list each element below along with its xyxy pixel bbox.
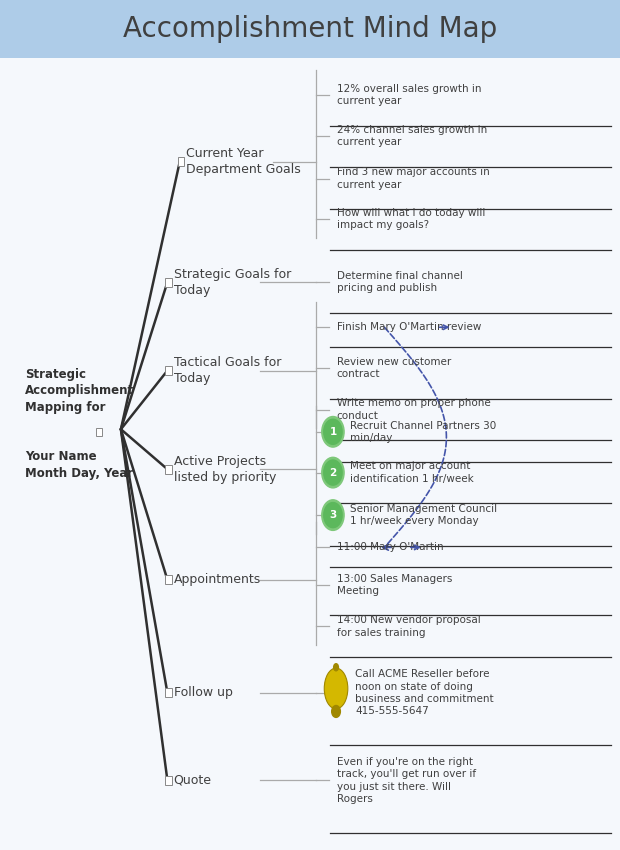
FancyBboxPatch shape <box>0 0 620 58</box>
FancyBboxPatch shape <box>165 775 172 785</box>
FancyBboxPatch shape <box>165 464 172 474</box>
Text: Determine final channel
pricing and publish: Determine final channel pricing and publ… <box>337 271 463 293</box>
FancyBboxPatch shape <box>96 428 102 436</box>
Text: 12% overall sales growth in
current year: 12% overall sales growth in current year <box>337 84 481 106</box>
Text: 3: 3 <box>329 510 337 520</box>
Text: Call ACME Reseller before
noon on state of doing
business and commitment
415-555: Call ACME Reseller before noon on state … <box>355 669 494 717</box>
Ellipse shape <box>324 668 348 709</box>
Text: Even if you're on the right
track, you'll get run over if
you just sit there. Wi: Even if you're on the right track, you'l… <box>337 756 476 804</box>
Text: 2: 2 <box>329 468 337 478</box>
Text: 24% channel sales growth in
current year: 24% channel sales growth in current year <box>337 125 487 147</box>
Circle shape <box>332 706 340 717</box>
Text: 1: 1 <box>329 427 337 437</box>
Circle shape <box>324 460 342 485</box>
Text: Active Projects
listed by priority: Active Projects listed by priority <box>174 455 276 484</box>
Text: Write memo on proper phone
conduct: Write memo on proper phone conduct <box>337 399 490 421</box>
Circle shape <box>322 500 344 530</box>
FancyBboxPatch shape <box>165 277 172 286</box>
Text: Strategic Goals for
Today: Strategic Goals for Today <box>174 268 291 297</box>
Text: Accomplishment Mind Map: Accomplishment Mind Map <box>123 15 497 42</box>
Text: Appointments: Appointments <box>174 573 261 586</box>
Circle shape <box>324 419 342 445</box>
FancyBboxPatch shape <box>165 575 172 585</box>
Text: Find 3 new major accounts in
current year: Find 3 new major accounts in current yea… <box>337 167 489 190</box>
Text: Review new customer
contract: Review new customer contract <box>337 357 451 379</box>
Text: Recruit Channel Partners 30
min/day: Recruit Channel Partners 30 min/day <box>350 421 497 443</box>
FancyBboxPatch shape <box>165 688 172 697</box>
Text: Senior Management Council
1 hr/week every Monday: Senior Management Council 1 hr/week ever… <box>350 504 497 526</box>
Text: Meet on major account
identification 1 hr/week: Meet on major account identification 1 h… <box>350 462 474 484</box>
Text: Quote: Quote <box>174 774 211 787</box>
Text: 13:00 Sales Managers
Meeting: 13:00 Sales Managers Meeting <box>337 574 452 596</box>
Circle shape <box>322 457 344 488</box>
Text: Finish Mary O'Martin review: Finish Mary O'Martin review <box>337 322 481 332</box>
Text: Your Name
Month Day, Year: Your Name Month Day, Year <box>25 450 133 479</box>
Text: Follow up: Follow up <box>174 686 232 700</box>
Text: How will what I do today will
impact my goals?: How will what I do today will impact my … <box>337 208 485 230</box>
Text: 14:00 New vendor proposal
for sales training: 14:00 New vendor proposal for sales trai… <box>337 615 480 638</box>
Circle shape <box>322 416 344 447</box>
FancyBboxPatch shape <box>177 156 185 167</box>
Text: Strategic
Accomplishment
Mapping for: Strategic Accomplishment Mapping for <box>25 368 134 414</box>
Text: 11:00 Mary O'Martin: 11:00 Mary O'Martin <box>337 542 443 552</box>
Text: Current Year
Department Goals: Current Year Department Goals <box>186 147 301 176</box>
Ellipse shape <box>333 663 339 672</box>
Text: Tactical Goals for
Today: Tactical Goals for Today <box>174 356 281 385</box>
Circle shape <box>324 502 342 528</box>
FancyBboxPatch shape <box>165 366 172 376</box>
